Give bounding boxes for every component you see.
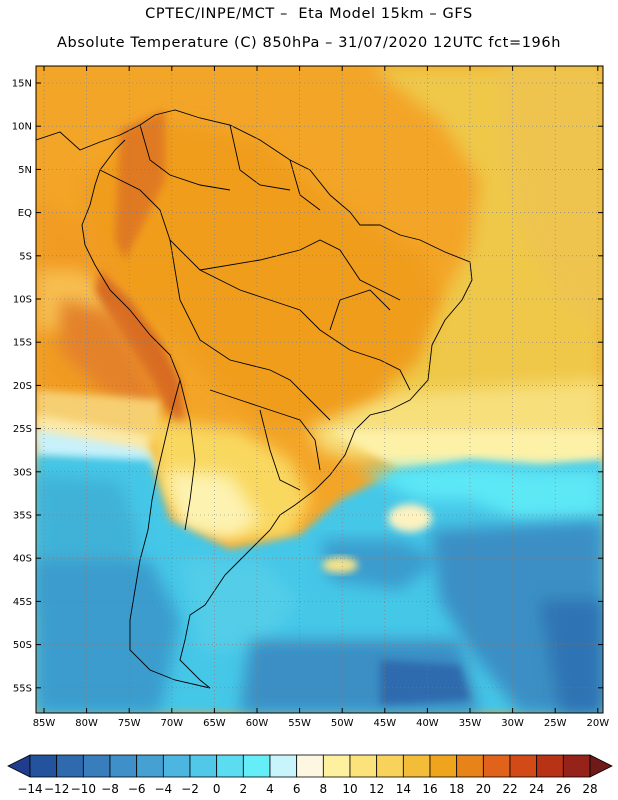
latitude-label: 40S: [13, 554, 32, 565]
colorbar-swatch: [402, 754, 431, 778]
colorbar-label: −10: [71, 782, 96, 796]
longitude-label: 55W: [288, 718, 311, 729]
colorbar-swatch: [216, 754, 244, 778]
colorbar-swatch: [109, 754, 138, 778]
colorbar-swatch: [82, 754, 111, 778]
latitude-label: 10N: [12, 122, 32, 133]
colorbar-label: −12: [44, 782, 69, 796]
longitude-label: 35W: [459, 718, 482, 729]
colorbar-swatch: [482, 754, 511, 778]
temperature-field: [36, 66, 603, 713]
colorbar-label: 0: [213, 782, 221, 796]
colorbar-label: 20: [476, 782, 491, 796]
coastlines-borders: [36, 109, 473, 689]
latitude-label: 5N: [18, 165, 32, 176]
colorbar-swatch: [429, 754, 458, 778]
colorbar-swatch: [376, 754, 404, 778]
colorbar-label: 24: [529, 782, 544, 796]
colorbar-label: 10: [342, 782, 357, 796]
longitude-labels: 85W 80W 75W 70W 65W 60W 55W 50W 45W 40W 35W 30W 25W 2…: [33, 718, 610, 729]
colorbar-min-arrow: [7, 754, 31, 778]
colorbar-swatch: [349, 754, 378, 778]
map-frame: [35, 65, 604, 714]
longitude-label: 20W: [586, 718, 609, 729]
longitude-label: 30W: [501, 718, 524, 729]
colorbar-label: 14: [396, 782, 411, 796]
axis-ticks: [36, 66, 603, 713]
latitude-label: 50S: [13, 640, 32, 651]
colorbar-swatch: [29, 754, 58, 778]
latitude-label: 15N: [12, 79, 32, 90]
colorbar-swatch: [242, 754, 271, 778]
colorbar-swatch: [162, 754, 191, 778]
longitude-label: 80W: [75, 718, 98, 729]
latitude-label: 15S: [13, 338, 32, 349]
colorbar-swatch: [56, 754, 84, 778]
colorbar-label: 28: [582, 782, 597, 796]
colorbar-label: 6: [293, 782, 301, 796]
latitude-label: 35S: [13, 511, 32, 522]
longitude-label: 50W: [331, 718, 354, 729]
colorbar: −14 −12 −10 −8 −6 −4 −2 0 2 4 6 8 10 12 14 16 18 20 22 24 26…: [7, 754, 613, 796]
colorbar-label: −4: [154, 782, 172, 796]
latitude-label: EQ: [18, 208, 32, 219]
colorbar-swatch: [322, 754, 351, 778]
colorbar-swatch: [509, 754, 538, 778]
colorbar-label: 26: [556, 782, 571, 796]
colorbar-label: 22: [502, 782, 517, 796]
colorbar-swatch: [296, 754, 324, 778]
latitude-label: 55S: [13, 683, 32, 694]
latitude-label: 10S: [13, 295, 32, 306]
colorbar-label: 4: [266, 782, 274, 796]
colorbar-swatch: [136, 754, 164, 778]
latitude-label: 30S: [13, 467, 32, 478]
latitude-label: 5S: [19, 251, 32, 262]
longitude-label: 65W: [203, 718, 226, 729]
latitude-label: 20S: [13, 381, 32, 392]
longitude-label: 70W: [160, 718, 183, 729]
latitude-label: 25S: [13, 424, 32, 435]
longitude-label: 60W: [246, 718, 269, 729]
colorbar-swatch: [456, 754, 484, 778]
colorbar-label: −14: [17, 782, 42, 796]
longitude-label: 40W: [416, 718, 439, 729]
gridlines: [36, 66, 603, 713]
colorbar-label: 2: [240, 782, 248, 796]
colorbar-swatch: [189, 754, 218, 778]
colorbar-swatch: [269, 754, 298, 778]
colorbar-label: −2: [181, 782, 199, 796]
colorbar-label: 12: [369, 782, 384, 796]
longitude-label: 75W: [118, 718, 141, 729]
colorbar-label: 8: [320, 782, 328, 796]
latitude-labels: 15N 10N 5N EQ 5S 10S 15S 20S 25S 30S 35S 40S 45S 50S 5…: [12, 79, 32, 695]
colorbar-label: −8: [101, 782, 119, 796]
colorbar-max-arrow: [589, 754, 613, 778]
colorbar-label: 16: [422, 782, 437, 796]
colorbar-swatch: [562, 754, 591, 778]
longitude-label: 25W: [544, 718, 567, 729]
chart-title-line-2: Absolute Temperature (C) 850hPa – 31/07/…: [57, 35, 561, 51]
colorbar-label: −6: [128, 782, 146, 796]
longitude-label: 45W: [373, 718, 396, 729]
colorbar-swatch: [536, 754, 564, 778]
chart-title-line-1: CPTEC/INPE/MCT – Eta Model 15km – GFS: [145, 6, 473, 22]
latitude-label: 45S: [13, 597, 32, 608]
longitude-label: 85W: [33, 718, 56, 729]
colorbar-label: 18: [449, 782, 464, 796]
